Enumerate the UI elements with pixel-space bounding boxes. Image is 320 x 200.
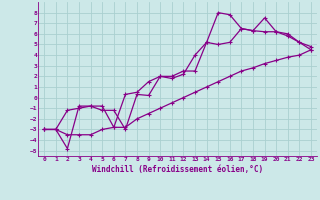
X-axis label: Windchill (Refroidissement éolien,°C): Windchill (Refroidissement éolien,°C) (92, 165, 263, 174)
